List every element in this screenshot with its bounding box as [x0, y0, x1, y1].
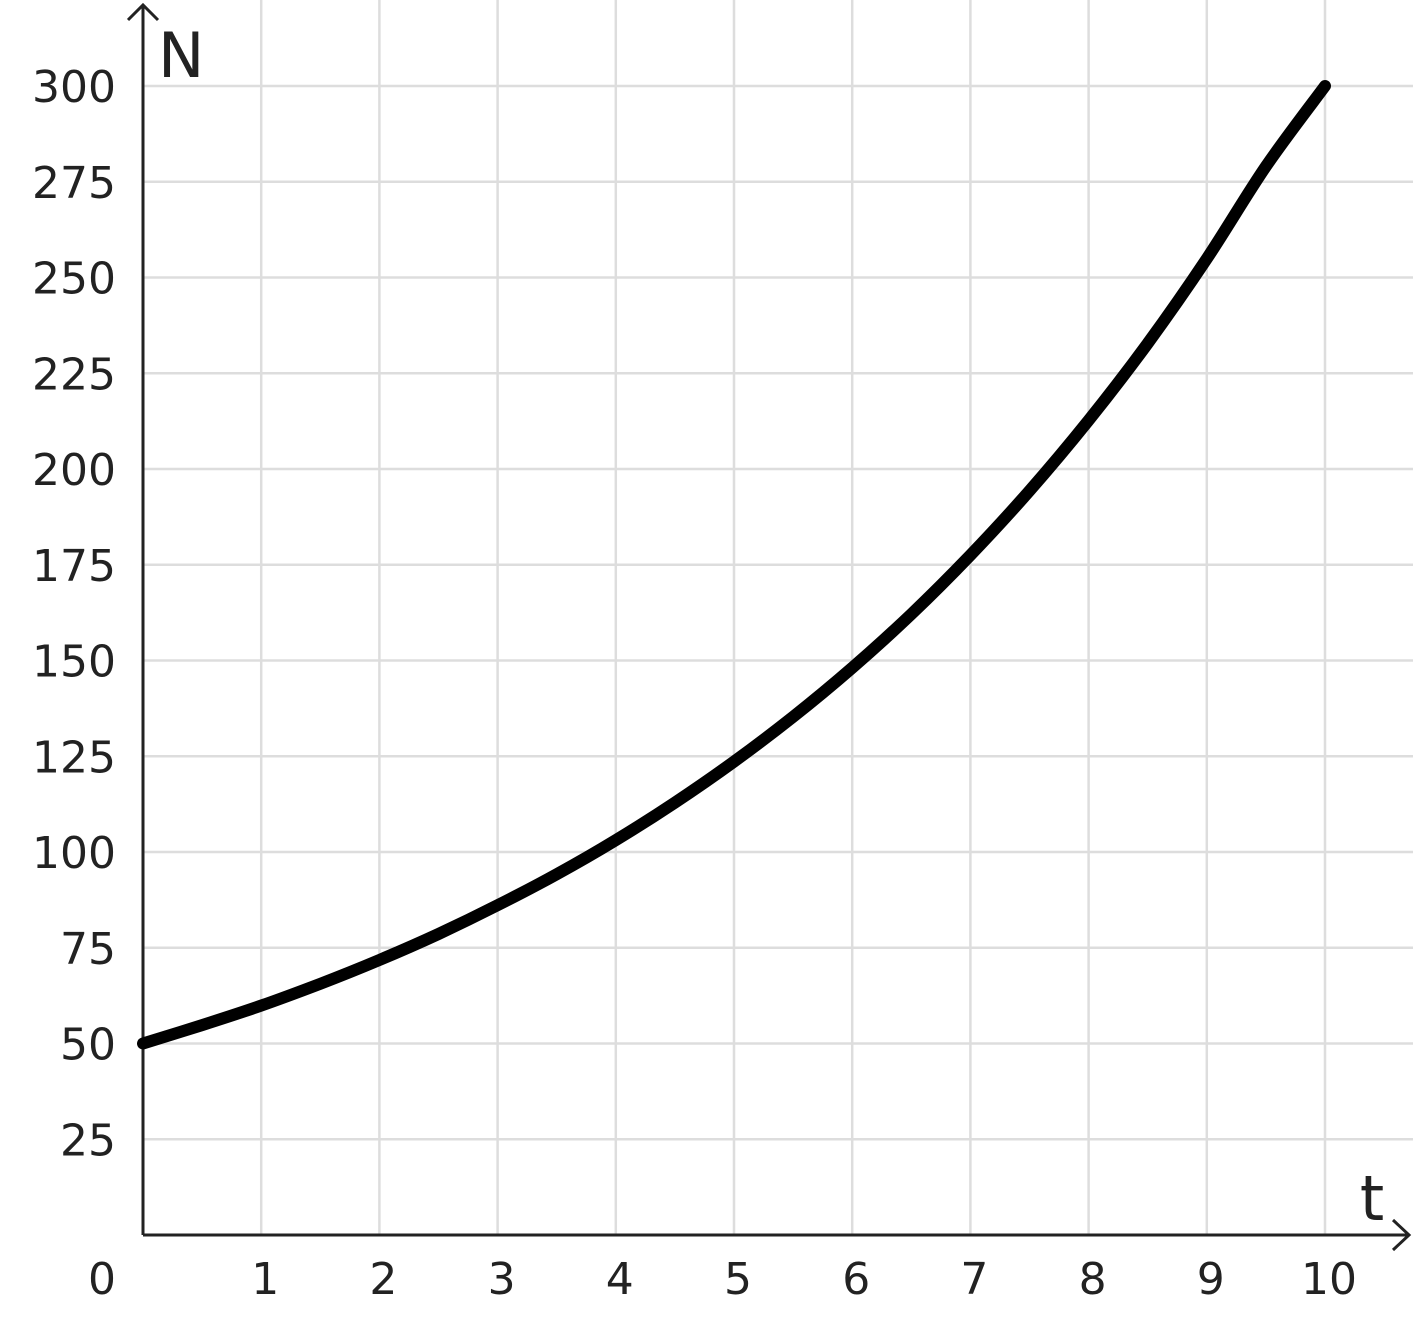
y-tick-label: 100: [32, 828, 116, 879]
x-tick-label: 1: [251, 1254, 279, 1305]
y-tick-label: 25: [60, 1115, 116, 1166]
x-tick-label: 8: [1079, 1254, 1107, 1305]
x-tick-label: 7: [960, 1254, 988, 1305]
y-tick-label: 75: [60, 924, 116, 975]
tick-labels: 1 2 3 4 5 6 7 8 9 10 25 50 75 100 125 150 175 200 225 250 27…: [32, 62, 1357, 1305]
x-tick-label: 4: [606, 1254, 634, 1305]
x-tick-label: 6: [842, 1254, 870, 1305]
x-tick-label: 5: [724, 1254, 752, 1305]
y-tick-label: 225: [32, 349, 116, 400]
y-axis-arrow-icon: [126, 2, 160, 22]
x-tick-label: 9: [1197, 1254, 1225, 1305]
y-tick-label: 250: [32, 254, 116, 305]
grid: [143, 0, 1413, 1235]
y-tick-label: 300: [32, 62, 116, 113]
y-tick-label: 125: [32, 732, 116, 783]
origin-label: 0: [88, 1254, 116, 1305]
y-axis-title: N: [158, 19, 204, 92]
y-tick-label: 275: [32, 158, 116, 209]
y-tick-label: 50: [60, 1020, 116, 1071]
axes: [126, 2, 1412, 1252]
x-axis-title: t: [1360, 1162, 1384, 1235]
x-tick-label: 10: [1301, 1254, 1357, 1305]
y-tick-label: 200: [32, 445, 116, 496]
x-axis-arrow-icon: [1391, 1218, 1412, 1252]
series-line: [137, 80, 1331, 1050]
x-tick-label: 2: [369, 1254, 397, 1305]
y-tick-label: 150: [32, 637, 116, 688]
x-tick-label: 3: [488, 1254, 516, 1305]
y-tick-label: 175: [32, 541, 116, 592]
